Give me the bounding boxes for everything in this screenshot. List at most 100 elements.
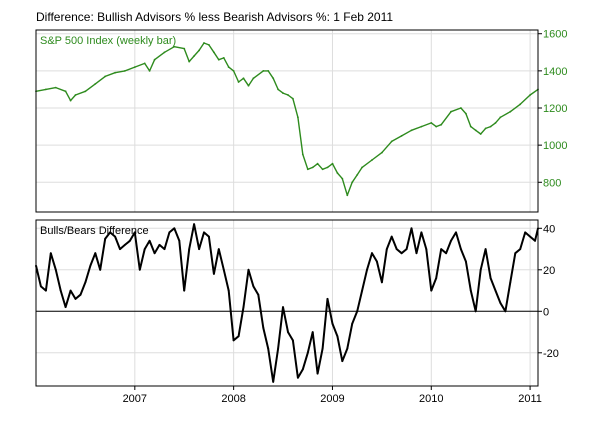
data-point bbox=[292, 339, 294, 342]
plot-frame bbox=[35, 219, 539, 387]
data-point bbox=[208, 235, 210, 238]
data-point bbox=[114, 235, 116, 238]
sp500-line bbox=[35, 42, 539, 197]
data-point bbox=[282, 306, 284, 308]
data-point bbox=[301, 368, 304, 371]
data-point bbox=[188, 60, 191, 63]
data-point bbox=[45, 88, 47, 91]
x-tick-label: 2011 bbox=[518, 393, 542, 405]
data-point bbox=[410, 129, 413, 132]
data-point bbox=[341, 360, 344, 362]
data-point bbox=[242, 306, 245, 308]
data-point bbox=[257, 293, 260, 296]
data-point bbox=[445, 252, 447, 255]
x-tick-label: 2007 bbox=[123, 393, 147, 405]
y-tick-label: 800 bbox=[543, 177, 561, 189]
data-point bbox=[297, 116, 299, 119]
data-point bbox=[198, 49, 201, 52]
data-point bbox=[227, 289, 230, 292]
y-tick-label: 20 bbox=[543, 265, 555, 277]
data-point bbox=[153, 252, 156, 255]
data-point bbox=[124, 70, 126, 72]
data-point bbox=[390, 140, 393, 143]
data-point bbox=[54, 268, 57, 271]
data-point bbox=[346, 347, 349, 350]
data-point bbox=[173, 227, 176, 230]
data-point bbox=[99, 268, 102, 271]
data-point bbox=[356, 310, 359, 313]
data-point bbox=[84, 281, 87, 284]
data-point bbox=[341, 177, 344, 180]
x-tick-label: 2008 bbox=[221, 393, 245, 405]
data-point bbox=[148, 239, 151, 242]
data-point bbox=[193, 223, 196, 226]
data-point bbox=[124, 244, 126, 246]
data-point bbox=[89, 264, 92, 267]
y-tick-label: 1600 bbox=[543, 29, 567, 41]
y-tick-label: 1200 bbox=[543, 103, 567, 115]
data-point bbox=[287, 331, 289, 333]
data-point bbox=[178, 239, 181, 242]
data-point bbox=[208, 44, 210, 46]
data-point bbox=[381, 281, 383, 284]
data-point bbox=[534, 239, 536, 242]
data-point bbox=[450, 110, 452, 113]
data-point bbox=[138, 268, 141, 271]
data-point bbox=[301, 153, 304, 156]
data-point bbox=[59, 289, 62, 292]
data-point bbox=[79, 293, 82, 296]
data-point bbox=[168, 231, 171, 234]
data-point bbox=[198, 248, 201, 251]
data-point bbox=[519, 248, 522, 251]
data-point bbox=[474, 310, 477, 313]
data-point bbox=[133, 66, 136, 68]
data-point bbox=[499, 116, 502, 119]
data-point bbox=[94, 83, 97, 85]
panel-label: S&P 500 Index (weekly bar) bbox=[40, 35, 176, 47]
data-point bbox=[237, 81, 240, 83]
data-point bbox=[494, 289, 497, 292]
data-point bbox=[435, 125, 438, 128]
data-point bbox=[213, 273, 215, 275]
data-point bbox=[460, 248, 462, 251]
x-tick-label: 2009 bbox=[320, 393, 344, 405]
data-point bbox=[133, 231, 136, 234]
y-tick-label: 1400 bbox=[543, 66, 567, 78]
data-point bbox=[69, 289, 72, 292]
data-point bbox=[45, 289, 47, 292]
data-point bbox=[469, 289, 472, 292]
data-point bbox=[306, 168, 309, 171]
data-point bbox=[183, 289, 186, 292]
data-point bbox=[222, 57, 225, 59]
bulls-bears-line bbox=[35, 223, 539, 383]
data-point bbox=[331, 162, 334, 165]
data-point bbox=[173, 45, 176, 48]
data-point bbox=[425, 248, 428, 251]
data-point bbox=[465, 112, 467, 115]
data-point bbox=[529, 235, 531, 238]
y-tick-label: 1000 bbox=[543, 140, 567, 152]
data-point bbox=[311, 331, 314, 333]
data-point bbox=[450, 239, 452, 242]
data-point bbox=[163, 248, 166, 251]
data-point bbox=[227, 66, 230, 68]
data-point bbox=[529, 94, 531, 96]
data-point bbox=[158, 244, 161, 246]
data-point bbox=[326, 298, 329, 300]
data-point bbox=[519, 103, 522, 106]
data-point bbox=[400, 252, 403, 255]
data-point bbox=[321, 168, 324, 171]
data-point bbox=[371, 159, 373, 161]
data-point bbox=[326, 166, 329, 169]
data-point bbox=[163, 51, 166, 54]
data-point bbox=[489, 125, 492, 128]
data-point bbox=[267, 70, 270, 72]
data-point bbox=[465, 260, 467, 263]
data-point bbox=[84, 90, 87, 93]
data-point bbox=[306, 351, 309, 354]
data-point bbox=[346, 194, 349, 197]
data-point bbox=[232, 70, 235, 72]
y-tick-label: 0 bbox=[543, 306, 549, 318]
